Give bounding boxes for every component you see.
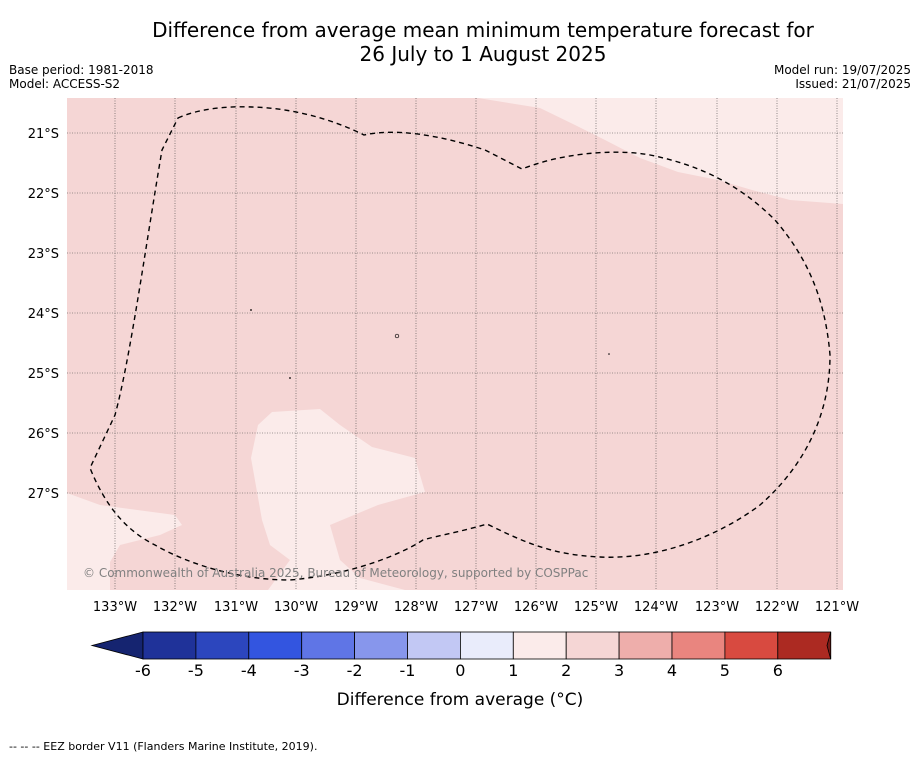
map-title-line1: Difference from average mean minimum tem… bbox=[152, 18, 814, 42]
colorbar-segment bbox=[618, 631, 673, 660]
anomaly-region-south bbox=[251, 409, 425, 590]
lat-label: 21°S bbox=[28, 127, 59, 142]
colorbar-tick-label: -3 bbox=[294, 661, 310, 680]
colorbar-tick-label: 5 bbox=[720, 661, 730, 680]
meta-right: Model run: 19/07/2025 Issued: 21/07/2025 bbox=[774, 63, 911, 91]
colorbar-tick-label: 2 bbox=[561, 661, 571, 680]
colorbar-tick-label: 1 bbox=[508, 661, 518, 680]
lat-label: 26°S bbox=[28, 427, 59, 442]
colorbar-segment bbox=[512, 631, 567, 660]
eez-border bbox=[89, 106, 831, 581]
colorbar-tick-label: 6 bbox=[773, 661, 783, 680]
copyright-text: © Commonwealth of Australia 2025, Bureau… bbox=[83, 566, 588, 580]
lon-label: 131°W bbox=[214, 600, 258, 615]
colorbar-segment bbox=[724, 631, 779, 660]
lon-label: 125°W bbox=[574, 600, 618, 615]
meta-left: Base period: 1981-2018 Model: ACCESS-S2 bbox=[9, 63, 154, 91]
island-outline bbox=[394, 333, 400, 339]
colorbar-segment bbox=[354, 631, 408, 660]
lat-label: 25°S bbox=[28, 367, 59, 382]
lat-label: 23°S bbox=[28, 247, 59, 262]
anomaly-region-top-right bbox=[478, 98, 843, 204]
grid-lines bbox=[67, 98, 843, 590]
colorbar-tick-label: -1 bbox=[400, 661, 416, 680]
colorbar bbox=[90, 631, 832, 660]
colorbar-label: Difference from average (°C) bbox=[337, 690, 584, 710]
colorbar-tick-label: 4 bbox=[667, 661, 677, 680]
map-panel: © Commonwealth of Australia 2025, Bureau… bbox=[67, 98, 843, 590]
colorbar-segment bbox=[459, 631, 514, 660]
map-title: Difference from average mean minimum tem… bbox=[0, 18, 919, 66]
colorbar-over-triangle bbox=[826, 631, 832, 660]
colorbar-segment bbox=[777, 631, 832, 660]
colorbar-segment bbox=[248, 631, 303, 660]
map-title-line2: 26 July to 1 August 2025 bbox=[359, 42, 607, 66]
lat-label: 27°S bbox=[28, 487, 59, 502]
colorbar-tick-label: 0 bbox=[455, 661, 465, 680]
island-dot bbox=[289, 377, 291, 379]
lon-label: 124°W bbox=[634, 600, 678, 615]
colorbar-ticks: -6 -5 -4 -3 -2 -1 0 1 2 3 4 5 6 bbox=[135, 661, 783, 680]
lat-label: 22°S bbox=[28, 187, 59, 202]
lon-label: 130°W bbox=[274, 600, 318, 615]
lon-label: 133°W bbox=[93, 600, 137, 615]
anomaly-region-southwest bbox=[67, 493, 182, 590]
colorbar-under-triangle bbox=[90, 631, 144, 660]
island-dot bbox=[608, 353, 610, 355]
colorbar-tick-label: 3 bbox=[614, 661, 624, 680]
issued-text: Issued: 21/07/2025 bbox=[795, 77, 911, 91]
model-text: Model: ACCESS-S2 bbox=[9, 77, 121, 91]
longitude-labels: 133°W 132°W 131°W 130°W 129°W 128°W 127°… bbox=[93, 600, 859, 615]
colorbar-segment bbox=[195, 631, 250, 660]
lon-label: 126°W bbox=[514, 600, 558, 615]
lon-label: 128°W bbox=[394, 600, 438, 615]
latitude-labels: 21°S 22°S 23°S 24°S 25°S 26°S 27°S bbox=[28, 127, 59, 502]
eez-legend-text: -- -- -- EEZ border V11 (Flanders Marine… bbox=[9, 740, 318, 753]
base-period-text: Base period: 1981-2018 bbox=[9, 63, 154, 77]
colorbar-tick-label: -6 bbox=[135, 661, 151, 680]
colorbar-segment bbox=[407, 631, 461, 660]
island-dot bbox=[250, 309, 252, 311]
colorbar-tick-label: -5 bbox=[188, 661, 204, 680]
colorbar-segment bbox=[142, 631, 197, 660]
island-markers bbox=[250, 309, 610, 379]
lon-label: 129°W bbox=[334, 600, 378, 615]
lon-label: 123°W bbox=[695, 600, 739, 615]
model-run-text: Model run: 19/07/2025 bbox=[773, 63, 911, 77]
colorbar-segment bbox=[671, 631, 726, 660]
colorbar-tick-label: -4 bbox=[241, 661, 257, 680]
lon-label: 127°W bbox=[454, 600, 498, 615]
colorbar-segment bbox=[301, 631, 356, 660]
lon-label: 122°W bbox=[755, 600, 799, 615]
colorbar-tick-label: -2 bbox=[347, 661, 363, 680]
map-background-anomaly-1-2 bbox=[67, 98, 843, 590]
colorbar-segment bbox=[565, 631, 620, 660]
lat-label: 24°S bbox=[28, 307, 59, 322]
lon-label: 121°W bbox=[815, 600, 859, 615]
lon-label: 132°W bbox=[153, 600, 197, 615]
